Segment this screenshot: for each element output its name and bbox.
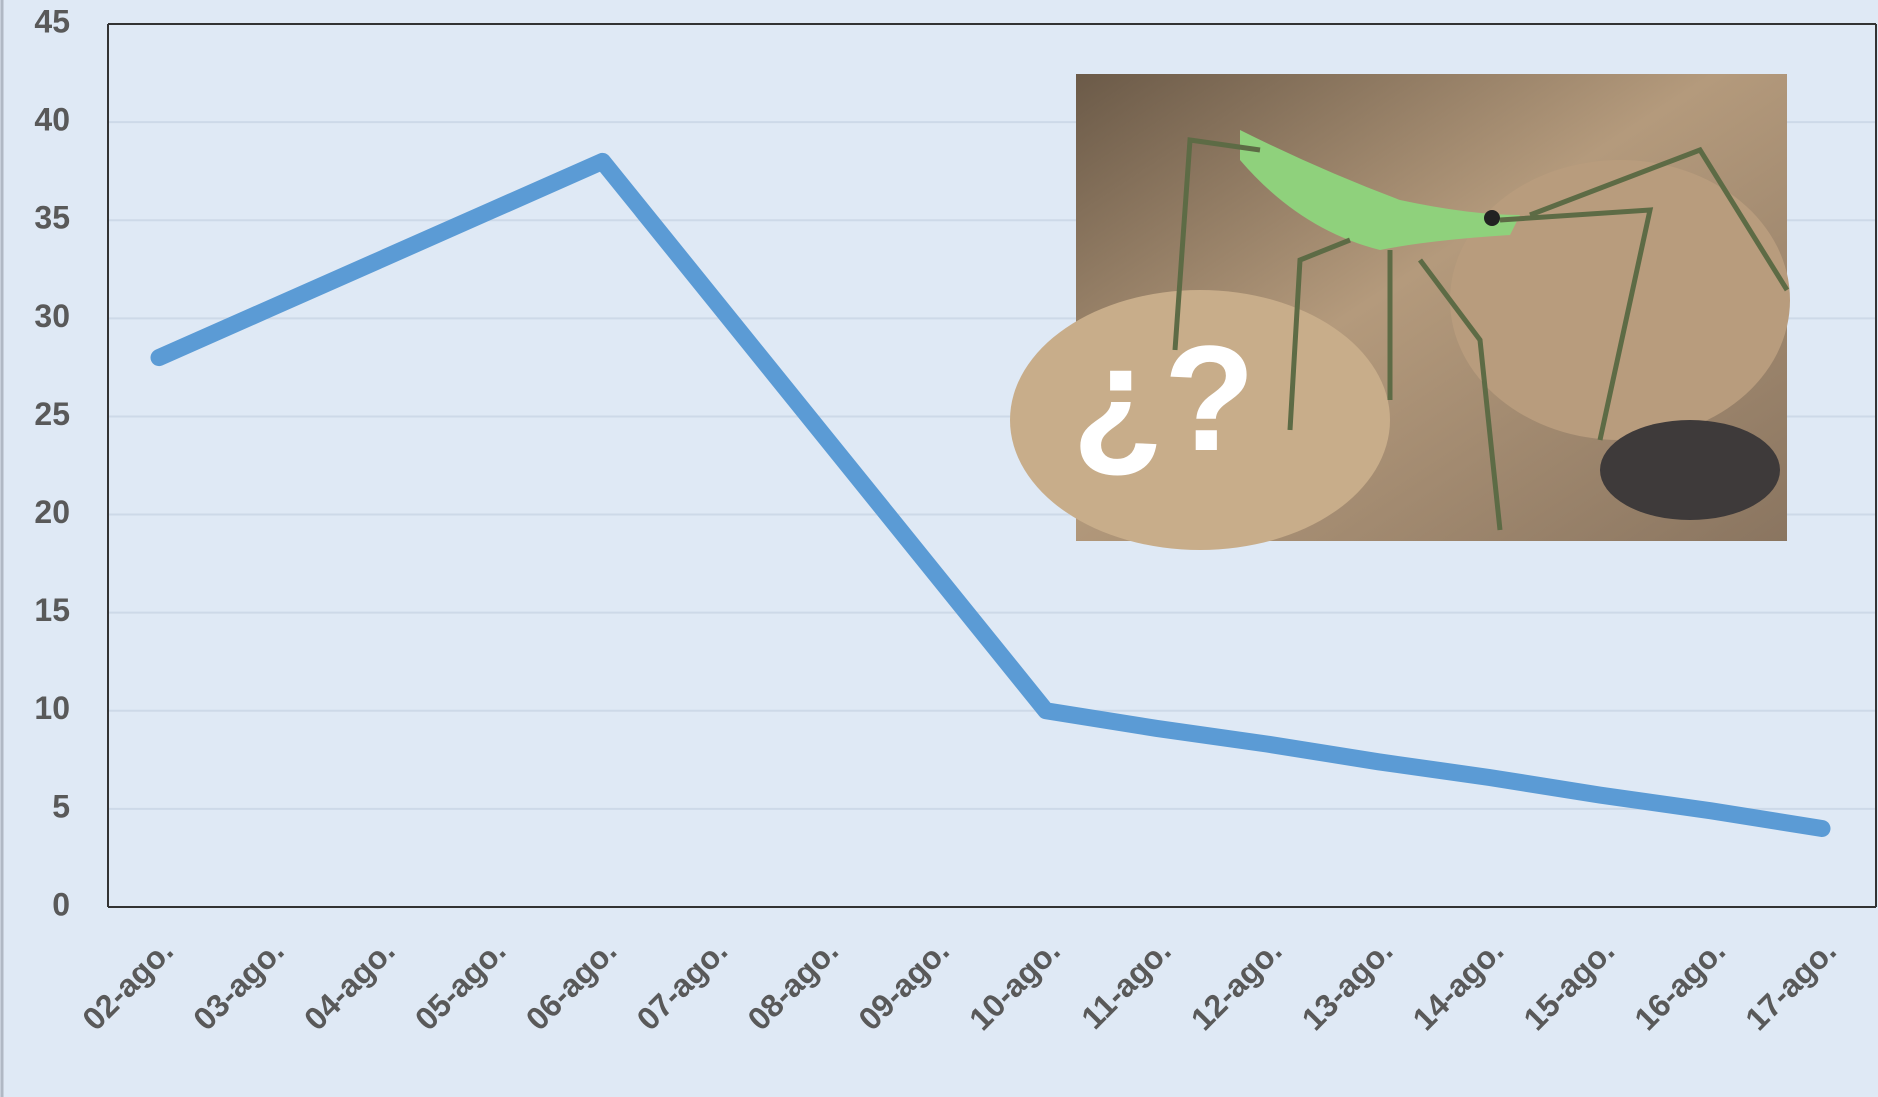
y-tick-label: 15 — [34, 592, 70, 628]
y-tick-label: 45 — [34, 3, 70, 39]
y-tick-label: 5 — [52, 788, 70, 824]
insect-eye — [1484, 210, 1500, 226]
rock — [1450, 160, 1790, 440]
y-tick-label: 0 — [52, 886, 70, 922]
y-tick-label: 40 — [34, 102, 70, 138]
y-tick-label: 25 — [34, 396, 70, 432]
debris — [1600, 420, 1780, 520]
chart: 05101520253035404502-ago.03-ago.04-ago.0… — [0, 0, 1878, 1097]
y-tick-label: 35 — [34, 200, 70, 236]
y-tick-label: 10 — [34, 690, 70, 726]
y-tick-label: 30 — [34, 298, 70, 334]
page: 05101520253035404502-ago.03-ago.04-ago.0… — [0, 0, 1878, 1097]
annotation: ¿? — [1072, 314, 1255, 482]
y-tick-label: 20 — [34, 494, 70, 530]
